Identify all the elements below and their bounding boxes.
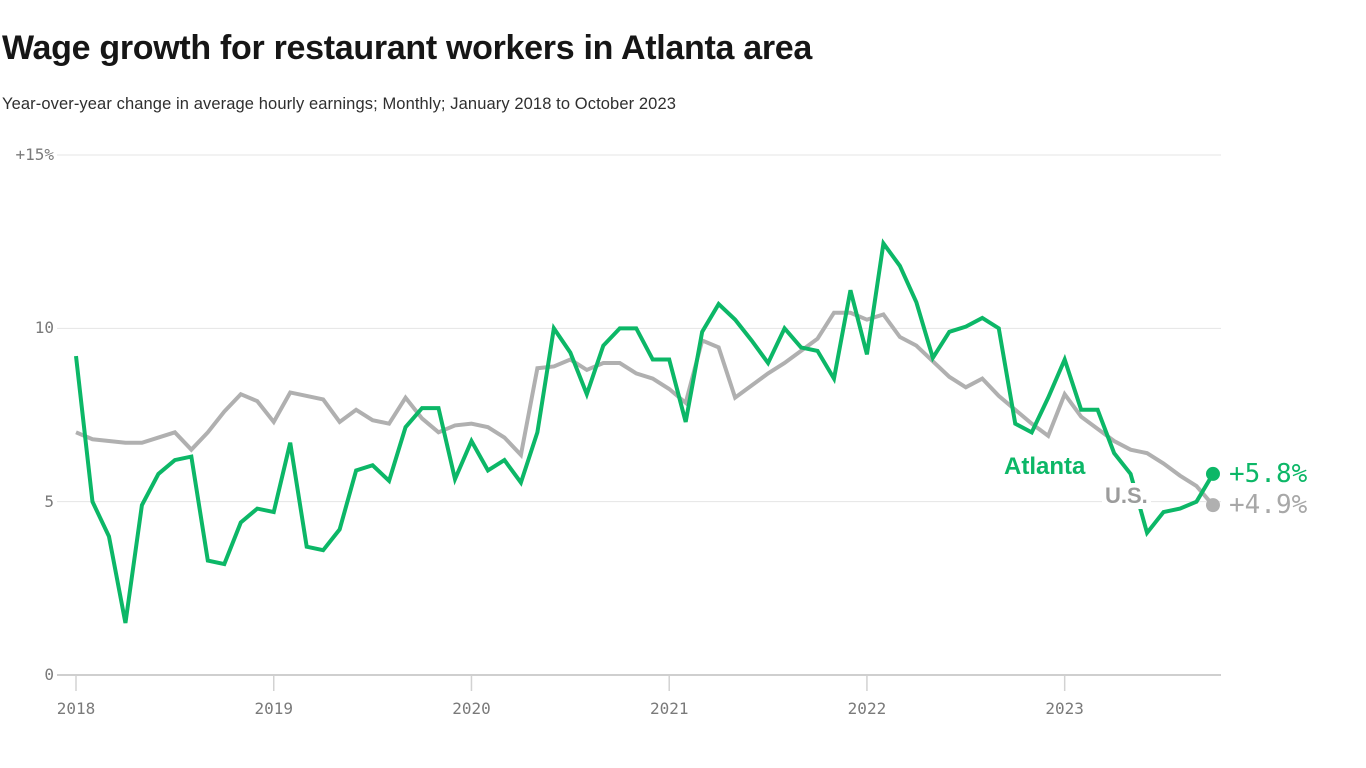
series-label-us: U.S. xyxy=(1102,483,1151,509)
value-label-us: +4.9% xyxy=(1229,490,1308,520)
x-axis-label: 2022 xyxy=(847,699,887,718)
y-axis-label: +15% xyxy=(0,144,54,165)
series-end-dot-us xyxy=(1205,498,1220,513)
x-axis-label: 2023 xyxy=(1045,699,1084,718)
x-axis-label: 2020 xyxy=(452,699,491,718)
series-end-dot-atlanta xyxy=(1205,466,1220,481)
series-label-atlanta: Atlanta xyxy=(1001,453,1089,481)
x-axis-label: 2018 xyxy=(56,699,96,718)
series-line-atlanta xyxy=(74,238,1215,624)
chart-title: Wage growth for restaurant workers in At… xyxy=(2,28,812,67)
series-line-us xyxy=(75,310,1215,507)
y-axis-label: 0 xyxy=(0,665,54,685)
value-label-atlanta: +5.8% xyxy=(1229,459,1308,489)
x-axis-label: 2021 xyxy=(649,699,689,718)
y-axis-label: 10 xyxy=(0,318,54,339)
y-axis-label: 5 xyxy=(0,491,54,512)
x-axis-label: 2019 xyxy=(254,699,293,718)
chart-subtitle: Year-over-year change in average hourly … xyxy=(2,94,676,113)
